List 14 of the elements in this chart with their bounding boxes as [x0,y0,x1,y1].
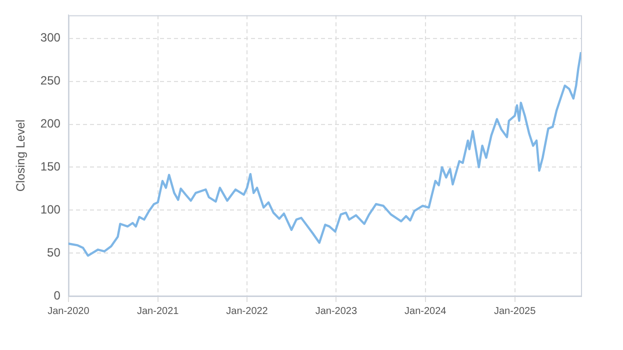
y-axis-title: Closing Level [14,120,28,192]
y-tick-label: 200 [40,116,61,131]
y-tick-label: 250 [40,74,61,88]
x-tick-label: Jan-2020 [48,306,90,317]
x-tick-label: Jan-2021 [136,306,180,317]
y-tick-label: 50 [47,245,61,260]
x-tick-label: Jan-2023 [315,306,358,317]
y-tick-label: 150 [40,160,61,174]
x-tick-label: Jan-2022 [226,306,268,317]
y-tick-label: 0 [54,288,61,302]
x-tick-label: Jan-2024 [404,306,447,317]
y-tick-label: 300 [40,30,61,45]
x-tick-label: Jan-2025 [494,306,536,317]
y-tick-label: 100 [40,202,61,216]
